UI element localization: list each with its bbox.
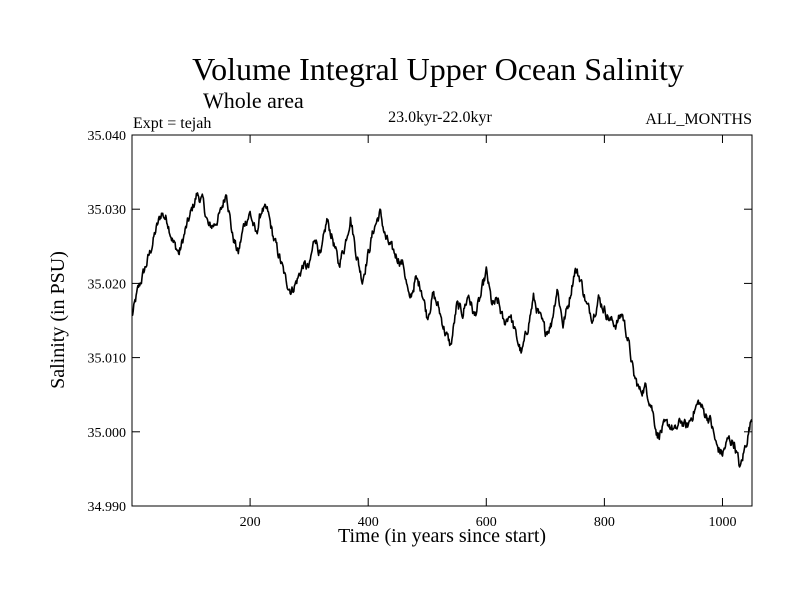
chart-title: Volume Integral Upper Ocean Salinity [192, 51, 684, 87]
period-label: 23.0kyr-22.0kyr [388, 109, 492, 126]
chart-subtitle: Whole area [203, 88, 304, 113]
y-tick-label: 35.040 [88, 129, 127, 144]
x-axis-ticks: 200 400 600 800 1000 [240, 135, 736, 530]
x-tick-label: 1000 [708, 515, 736, 530]
y-axis-ticks: 34.990 35.000 35.010 35.020 35.030 35.040 [88, 129, 752, 515]
y-tick-label: 35.030 [88, 203, 127, 218]
x-tick-label: 200 [240, 515, 261, 530]
y-tick-label: 35.000 [88, 426, 127, 441]
y-tick-label: 34.990 [88, 500, 127, 515]
experiment-label: Expt = tejah [133, 115, 211, 132]
x-axis-label: Time (in years since start) [338, 525, 546, 547]
salinity-series-line [131, 192, 753, 468]
x-tick-label: 400 [358, 515, 379, 530]
months-label: ALL_MONTHS [645, 111, 752, 128]
x-tick-label: 600 [476, 515, 497, 530]
x-tick-label: 800 [594, 515, 615, 530]
y-axis-label: Salinity (in PSU) [47, 251, 69, 389]
y-tick-label: 35.010 [88, 352, 127, 367]
plot-frame [131, 134, 753, 507]
y-tick-label: 35.020 [88, 277, 127, 292]
